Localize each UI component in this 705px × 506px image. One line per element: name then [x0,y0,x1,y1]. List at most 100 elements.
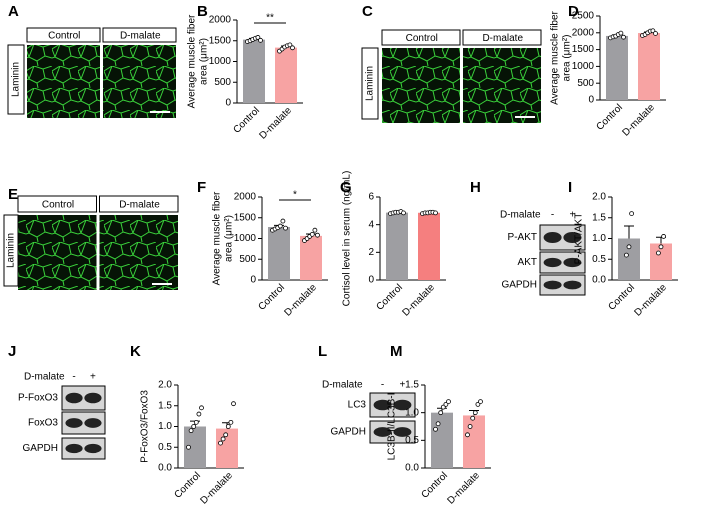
y-axis-label: LC3B-II/LC3B-I [387,393,398,461]
data-point [280,218,286,224]
lane-label: - [381,380,384,391]
bar [386,212,408,280]
stain-label: Laminin [11,62,22,97]
y-tick-label: 0.0 [592,275,606,286]
data-point [287,42,293,48]
x-tick-label: Control [594,102,625,133]
micrograph [463,48,541,123]
lane-label: + [399,380,405,391]
y-tick-label: 0.5 [405,435,419,446]
data-point [470,415,476,421]
panel-label: K [130,343,141,360]
lane-label: - [72,372,75,383]
group-label: Control [406,33,438,44]
data-point [433,210,438,216]
data-point [312,227,318,233]
bar [243,39,265,103]
y-axis-label: area (μm²) [199,38,210,85]
data-point [228,419,234,425]
y-tick-label: 2000 [209,15,232,26]
data-point [653,31,658,36]
data-point [478,399,483,405]
panel-label: F [197,179,206,196]
y-axis-label: Average muscle fiber [550,10,561,104]
data-point [220,436,226,442]
y-tick-label: 1.5 [158,400,172,411]
data-point [658,244,664,250]
y-tick-label: 1.0 [158,421,172,432]
stain-box [3,214,19,287]
significance-label: ** [266,13,274,24]
blot-band [563,280,582,290]
data-point [193,419,199,425]
panel-label: H [470,179,481,196]
band-label: GAPDH [501,280,537,291]
blot-band [393,427,412,437]
bar [300,235,322,280]
y-tick-label: 2 [368,247,374,258]
treatment-label: D-malate [500,210,541,221]
panel-label: M [390,343,403,360]
blot-box [61,411,106,435]
panel-label: G [340,179,352,196]
blot-band [373,427,392,437]
y-tick-label: 500 [239,254,256,265]
data-point [618,30,624,36]
band-label: GAPDH [22,443,58,454]
x-tick-label: D-malate [199,470,236,506]
y-axis-label: area (μm²) [562,35,573,82]
micrograph [18,215,97,290]
group-box [26,27,101,43]
bar [184,426,206,468]
bar [638,33,660,100]
blot-box [539,251,586,274]
x-tick-label: D-malate [446,470,483,506]
data-point [191,424,197,429]
data-point [290,45,295,51]
lane-label: + [90,372,96,383]
blot-band [543,232,562,243]
y-tick-label: 1500 [572,44,595,55]
blot-band [84,392,102,404]
group-label: Control [48,31,80,42]
y-tick-label: 1500 [209,35,232,46]
data-point [255,35,261,40]
group-box [102,27,177,43]
bar [606,35,628,100]
y-axis-label: Average muscle fiber [212,191,223,285]
bar [431,412,453,468]
y-tick-label: 2.0 [592,192,606,203]
data-point [309,231,315,237]
data-point [661,234,666,239]
panel-label: I [568,179,572,196]
blot-band [563,232,582,243]
data-point [231,401,236,407]
micrograph [382,48,460,123]
x-tick-label: D-malate [621,102,658,139]
y-tick-label: 0 [368,275,374,286]
treatment-label: D-malate [24,372,65,383]
data-point [315,232,320,238]
y-tick-label: 0 [225,98,231,109]
y-axis-label: Cortisol level in serum (ng/mL) [342,171,353,307]
data-point [433,426,438,432]
blot-box [61,437,106,460]
x-tick-label: Control [231,105,262,136]
panel-label: L [318,343,327,360]
bar [418,212,440,280]
blot-band [84,443,102,454]
x-tick-label: D-malate [258,105,295,142]
blot-band [393,399,412,411]
band-label: P-AKT [508,232,537,243]
x-tick-label: Control [172,470,203,501]
x-tick-label: Control [419,470,450,501]
group-box [17,195,97,213]
data-point [438,410,444,416]
band-label: AKT [518,257,537,268]
blot-band [543,280,562,290]
x-tick-label: Control [256,282,287,313]
y-tick-label: 2500 [572,11,595,22]
group-box [99,195,179,213]
treatment-label: D-malate [322,380,363,391]
data-point [258,37,263,43]
